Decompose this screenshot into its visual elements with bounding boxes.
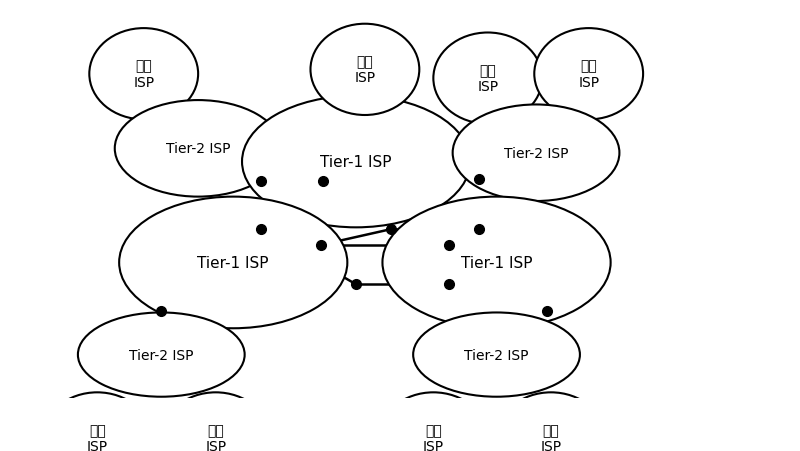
Text: 接入
ISP: 接入 ISP [478,64,498,94]
Ellipse shape [413,313,580,397]
Ellipse shape [114,101,282,197]
Ellipse shape [534,29,643,120]
Text: 接入
ISP: 接入 ISP [133,60,154,90]
Text: Tier-2 ISP: Tier-2 ISP [464,348,529,362]
Text: 接入
ISP: 接入 ISP [205,423,226,451]
Text: 接入
ISP: 接入 ISP [540,423,562,451]
Text: Tier-2 ISP: Tier-2 ISP [504,147,568,161]
Ellipse shape [497,392,606,451]
Ellipse shape [453,105,619,202]
Ellipse shape [379,392,488,451]
Text: 接入
ISP: 接入 ISP [354,55,375,85]
Text: 接入
ISP: 接入 ISP [578,60,599,90]
Ellipse shape [119,197,347,328]
Ellipse shape [242,97,470,228]
Ellipse shape [78,313,245,397]
Text: Tier-1 ISP: Tier-1 ISP [320,155,392,170]
Ellipse shape [90,29,198,120]
Ellipse shape [434,33,542,124]
Text: 接入
ISP: 接入 ISP [422,423,444,451]
Text: Tier-2 ISP: Tier-2 ISP [129,348,194,362]
Ellipse shape [162,392,270,451]
Ellipse shape [310,25,419,116]
Text: Tier-2 ISP: Tier-2 ISP [166,142,230,156]
Ellipse shape [42,392,152,451]
Ellipse shape [382,197,610,328]
Text: Tier-1 ISP: Tier-1 ISP [461,255,532,270]
Text: Tier-1 ISP: Tier-1 ISP [198,255,269,270]
Text: 接入
ISP: 接入 ISP [86,423,108,451]
